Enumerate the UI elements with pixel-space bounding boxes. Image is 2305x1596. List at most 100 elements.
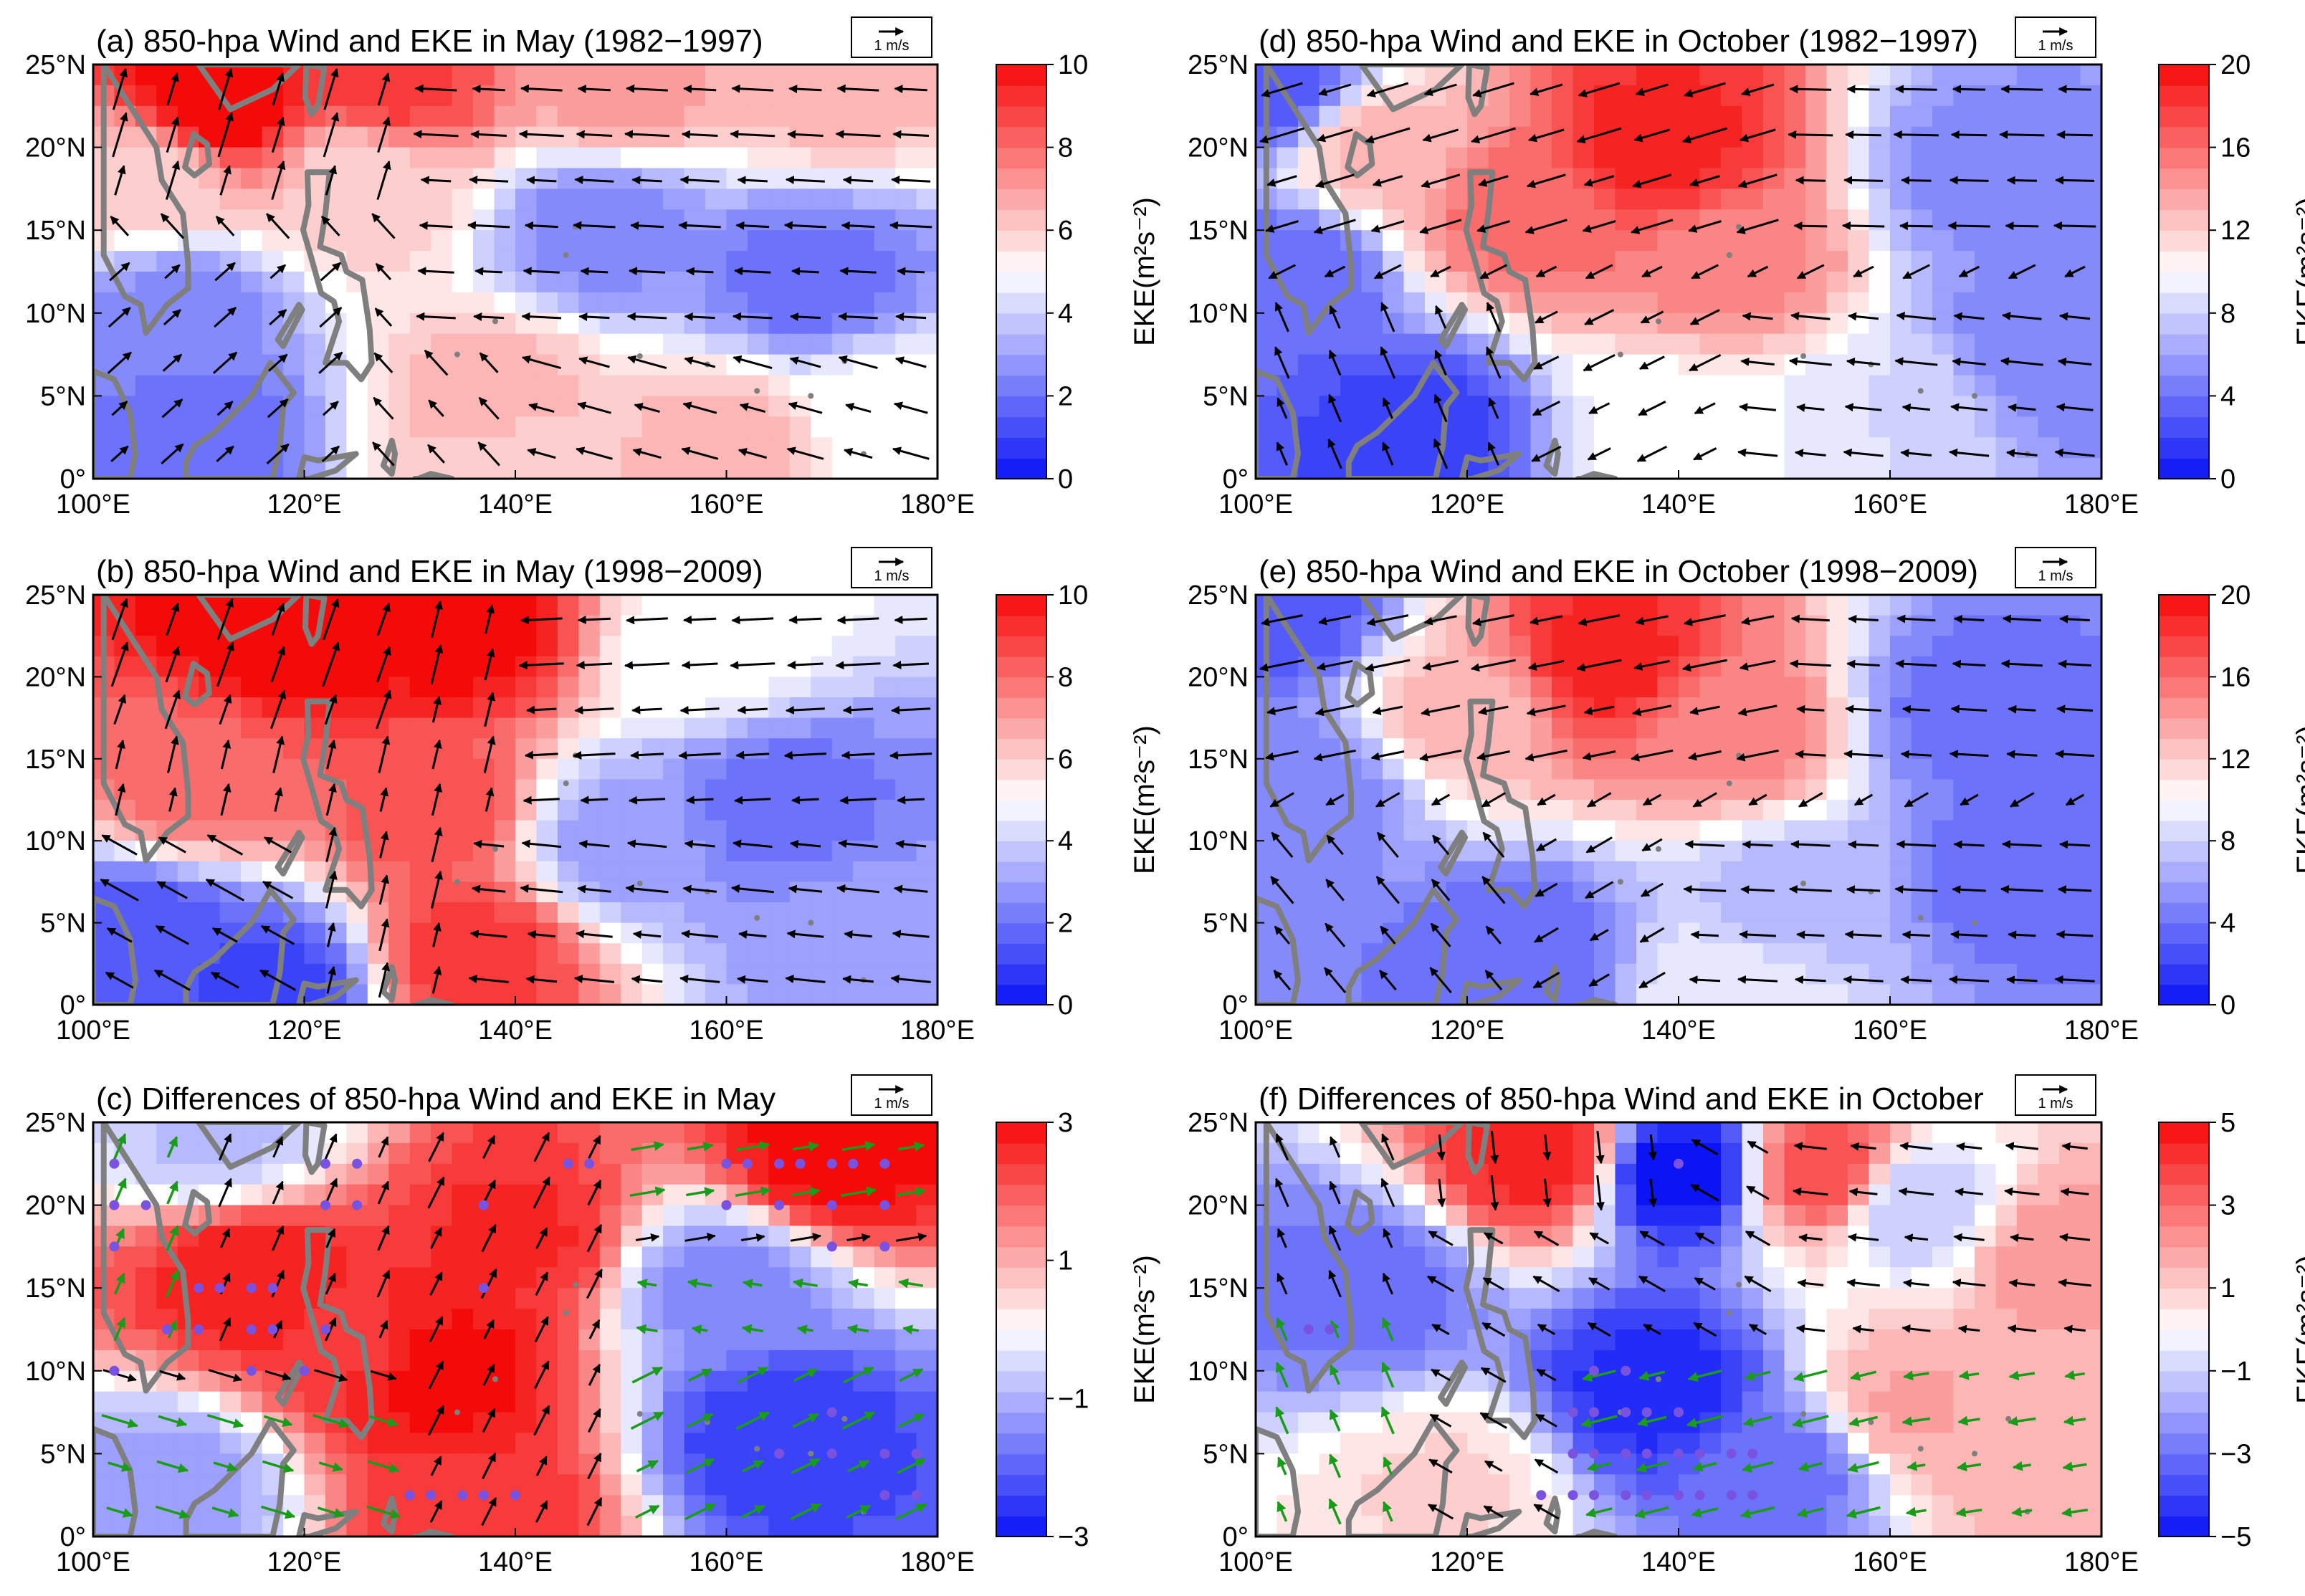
eke-cell [135,800,158,821]
wind-vector [731,616,774,625]
eke-cell [114,1391,136,1413]
eke-cell [1615,188,1637,211]
eke-cell [1848,147,1870,169]
eke-cell [1298,209,1320,231]
eke-cell [557,375,580,397]
eke-cell [916,1246,937,1268]
panel-title: (b) 850-hpa Wind and EKE in May (1998−20… [96,554,763,589]
eke-cell [2080,105,2101,128]
wind-vector [625,884,669,894]
coastline [183,360,297,479]
eke-cell [853,820,875,841]
eke-cell [346,1453,368,1476]
colorbar-step [996,595,1046,616]
wind-vector [165,646,181,683]
wind-vector [269,264,287,279]
eke-cell [452,636,474,657]
wind-vector [416,312,456,321]
eke-cell [557,758,580,780]
eke-cell [409,1225,432,1248]
eke-cell [515,943,538,965]
eke-cell [1869,85,1891,107]
eke-cell [494,779,516,801]
eke-cell [557,1433,580,1455]
eke-cell [789,375,812,397]
eke-cell [1403,779,1426,801]
eke-cell [726,758,748,780]
eke-cell [557,458,580,479]
eke-cell [1488,416,1510,438]
eke-cell [1805,922,1828,944]
wind-vector [897,267,925,276]
eke-cell [473,147,495,169]
eke-cell [388,251,411,272]
eke-cell [1403,758,1426,780]
eke-cell [2038,333,2060,355]
eke-cell [1953,820,1975,841]
colorbar-step [996,126,1046,148]
eke-cell [1340,416,1363,438]
eke-cell [1975,820,1997,841]
wind-vector [377,72,391,106]
eke-cell [1340,85,1363,107]
eke-cell [1657,902,1679,924]
eke-cell [1636,636,1659,657]
eke-cell [494,717,516,739]
eke-cell [1869,861,1891,883]
colorbar-step [996,147,1046,169]
eke-cell [705,333,727,355]
wind-vector [1952,85,1986,94]
wind-vector [627,355,667,370]
eke-cell [874,375,896,397]
eke-cell [1826,416,1848,438]
eke-cell [431,636,453,657]
eke-cell [1657,333,1679,355]
eke-cell [916,1329,937,1351]
wind-vector [214,307,237,328]
eke-cell [304,1391,326,1413]
wind-vector [485,604,495,634]
eke-cell [135,209,158,231]
eke-cell [726,1225,748,1248]
eke-cell [599,105,622,128]
colorbar-tick-label: 8 [1058,133,1073,163]
eke-cell [135,1433,158,1455]
y-tick-label: 20°N [25,1191,86,1221]
eke-cell [853,1516,875,1537]
eke-cell [768,354,791,376]
eke-cell [388,1349,411,1372]
eke-cell [536,677,558,698]
eke-cell [241,458,263,479]
eke-cell [1975,881,1997,903]
eke-cell [346,396,368,418]
eke-cell [452,717,474,739]
eke-cell [1932,656,1955,678]
eke-cell [452,1309,474,1330]
eke-cell [1509,656,1532,678]
eke-cell [1679,188,1701,211]
eke-cell [2080,677,2101,698]
eke-cell [578,147,601,169]
eke-cell [1742,251,1764,272]
eke-cell [1256,922,1278,944]
eke-cell [536,738,558,760]
eke-cell [853,396,875,418]
eke-cell [515,458,538,479]
wind-vector [168,787,178,812]
eke-cell [494,1329,516,1351]
wind-vector [786,930,824,939]
eke-cell [1552,717,1574,739]
eke-cell [346,595,368,616]
eke-cell [367,800,390,821]
eke-cell [1403,272,1426,293]
eke-cell [1319,354,1341,376]
eke-cell [895,984,917,1005]
eke-cell [811,636,833,657]
eke-cell [916,1184,937,1206]
eke-cell [2059,820,2081,841]
eke-cell [621,902,643,924]
eke-cell [1340,636,1363,657]
sig-dot [795,1158,806,1169]
wind-vector [163,309,181,326]
eke-cell [304,396,326,418]
